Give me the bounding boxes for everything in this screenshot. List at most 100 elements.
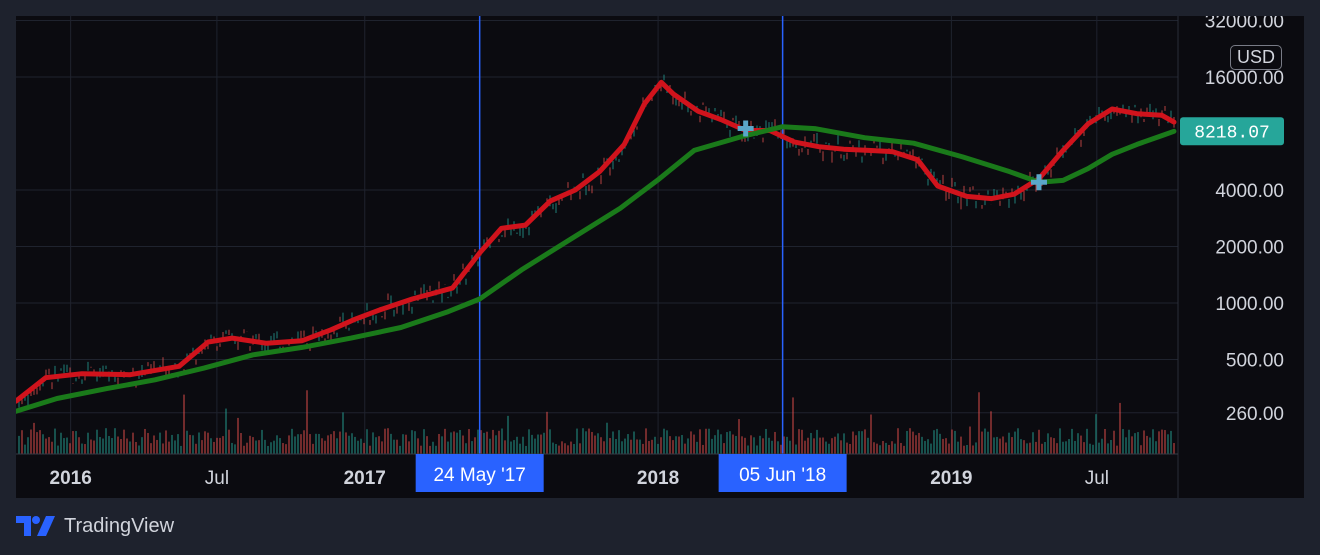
volume-bar <box>612 431 614 454</box>
volume-bar <box>483 432 485 454</box>
volume-bar <box>102 438 104 454</box>
volume-bar <box>666 430 668 454</box>
volume-bar <box>933 430 935 454</box>
volume-bar <box>903 445 905 454</box>
cursor-date-badge <box>415 454 544 492</box>
volume-bar <box>948 443 950 454</box>
volume-bar <box>309 434 311 454</box>
volume-bar <box>951 429 953 454</box>
volume-bar <box>156 439 158 454</box>
volume-bar <box>513 440 515 454</box>
volume-bar <box>306 390 308 454</box>
volume-bar <box>1074 440 1076 454</box>
volume-bars <box>18 390 1175 454</box>
y-tick-label: 32000.00 <box>1205 16 1284 33</box>
crossover-markers <box>737 120 1047 191</box>
chart-panel[interactable]: 32000.00 16000.00 4000.00 2000.00 1000.00 500… <box>16 16 1304 498</box>
volume-bar <box>111 438 113 454</box>
volume-bar <box>660 437 662 454</box>
volume-bar <box>870 414 872 454</box>
volume-bar <box>876 443 878 454</box>
volume-bar <box>930 443 932 454</box>
volume-bar <box>294 436 296 454</box>
price-axis[interactable]: 32000.00 16000.00 4000.00 2000.00 1000.00 500… <box>1205 16 1284 425</box>
volume-bar <box>774 431 776 454</box>
volume-bar <box>51 441 53 454</box>
volume-bar <box>564 443 566 454</box>
volume-bar <box>414 431 416 454</box>
volume-bar <box>492 429 494 454</box>
volume-bar <box>216 437 218 454</box>
volume-bar <box>423 429 425 454</box>
volume-bar <box>201 440 203 454</box>
volume-bar <box>552 442 554 454</box>
volume-bar <box>717 429 719 454</box>
volume-bar <box>126 438 128 454</box>
volume-bar <box>594 435 596 454</box>
volume-bar <box>189 434 191 454</box>
volume-bar <box>249 435 251 454</box>
volume-bar <box>1071 428 1073 454</box>
volume-bar <box>711 438 713 454</box>
volume-bar <box>183 394 185 454</box>
volume-bar <box>807 437 809 454</box>
volume-bar <box>429 445 431 454</box>
volume-bar <box>1077 433 1079 454</box>
volume-bar <box>675 436 677 454</box>
volume-bar <box>798 429 800 454</box>
volume-bar <box>498 430 500 454</box>
volume-bar <box>588 428 590 454</box>
volume-bar <box>954 430 956 454</box>
volume-bar <box>831 438 833 454</box>
volume-bar <box>234 444 236 454</box>
volume-bar <box>732 434 734 454</box>
volume-bar <box>129 441 131 454</box>
cursor-lines <box>478 16 784 454</box>
volume-bar <box>1095 414 1097 454</box>
currency-badge[interactable]: USD <box>1230 45 1283 70</box>
volume-bar <box>759 435 761 454</box>
volume-bar <box>747 445 749 454</box>
volume-bar <box>975 442 977 454</box>
volume-bar <box>915 435 917 454</box>
volume-bar <box>345 432 347 454</box>
price-chart[interactable]: 32000.00 16000.00 4000.00 2000.00 1000.00 500… <box>16 16 1304 498</box>
volume-bar <box>972 445 974 454</box>
volume-bar <box>1131 436 1133 454</box>
volume-bar <box>690 431 692 454</box>
volume-bar <box>393 439 395 454</box>
tradingview-wordmark[interactable]: TradingView <box>64 514 175 537</box>
time-axis[interactable]: 2016 Jul 2017 2018 2019 Jul <box>50 468 1109 489</box>
volume-bar <box>525 445 527 454</box>
volume-bar <box>408 441 410 454</box>
volume-bar <box>762 438 764 454</box>
volume-bar <box>606 422 608 454</box>
volume-bar <box>756 445 758 454</box>
volume-bar <box>1089 443 1091 454</box>
volume-bar <box>366 429 368 454</box>
volume-bar <box>609 438 611 454</box>
volume-bar <box>573 443 575 454</box>
volume-bar <box>171 434 173 454</box>
volume-bar <box>48 437 50 454</box>
volume-bar <box>1104 428 1106 454</box>
x-tick-label: 2018 <box>637 468 679 489</box>
tradingview-logo-icon[interactable] <box>16 514 56 538</box>
volume-bar <box>42 434 44 454</box>
volume-bar <box>105 428 107 454</box>
volume-bar <box>1050 437 1052 454</box>
volume-bar <box>360 438 362 454</box>
volume-bar <box>792 397 794 454</box>
volume-bar <box>1134 433 1136 454</box>
volume-bar <box>1005 442 1007 454</box>
volume-bar <box>984 428 986 454</box>
volume-bar <box>1014 431 1016 454</box>
volume-bar <box>816 429 818 454</box>
volume-bar <box>633 431 635 454</box>
volume-bar <box>822 437 824 454</box>
volume-bar <box>894 443 896 454</box>
volume-bar <box>1035 441 1037 454</box>
volume-bar <box>321 438 323 454</box>
volume-bar <box>324 440 326 454</box>
volume-bar <box>834 436 836 454</box>
